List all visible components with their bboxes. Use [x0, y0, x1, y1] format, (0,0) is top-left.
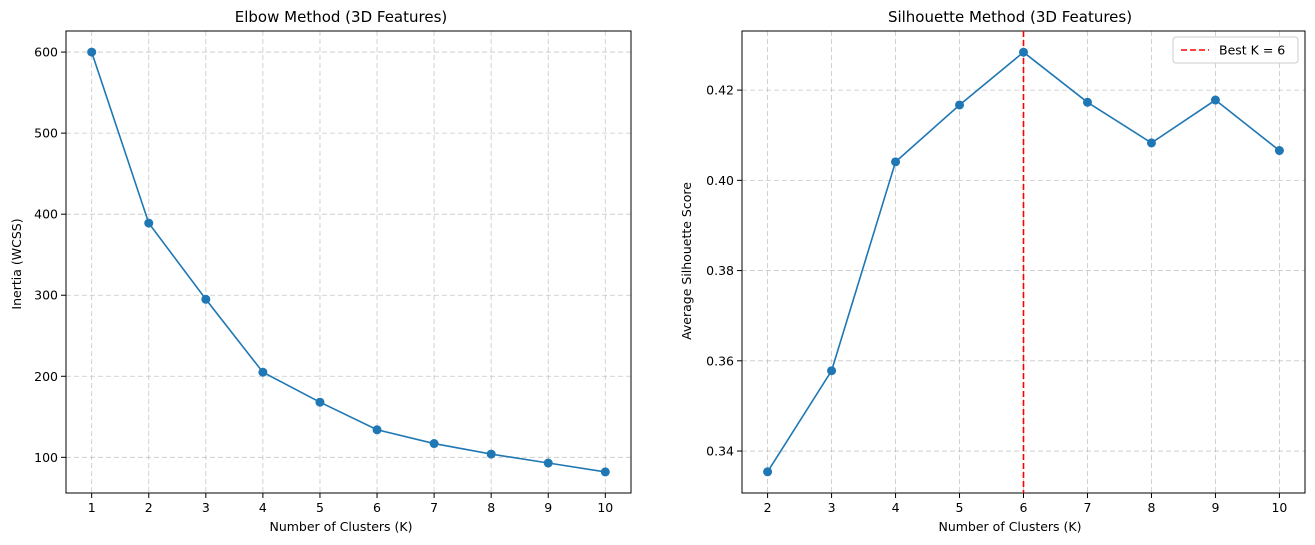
elbow-y-tick-label: 500 — [34, 126, 58, 141]
elbow-series-line — [90, 51, 606, 473]
elbow-data-point — [315, 397, 325, 407]
elbow-data-point — [600, 467, 610, 477]
elbow-y-tick-label: 600 — [34, 45, 58, 60]
elbow-y-tick-label: 100 — [34, 450, 58, 465]
elbow-x-axis-label: Number of Clusters (K) — [269, 519, 412, 534]
silhouette-data-point — [827, 366, 837, 376]
elbow-y-tick-label: 300 — [34, 288, 58, 303]
silhouette-x-tick-label: 6 — [1020, 500, 1028, 515]
silhouette-y-axis-label: Average Silhouette Score — [679, 182, 694, 340]
silhouette-data-point — [955, 100, 965, 110]
elbow-x-tick-label: 4 — [259, 500, 267, 515]
silhouette-y-tick-label: 0.42 — [706, 83, 734, 98]
elbow-data-point — [144, 218, 154, 228]
elbow-data-point — [429, 439, 439, 449]
silhouette-x-tick-label: 3 — [828, 500, 836, 515]
silhouette-data-point — [1274, 146, 1284, 156]
silhouette-x-tick-label: 8 — [1147, 500, 1155, 515]
elbow-x-tick-label: 5 — [316, 500, 324, 515]
silhouette-data-point — [1146, 138, 1156, 148]
silhouette-y-tick-label: 0.36 — [706, 353, 734, 368]
elbow-y-tick-label: 200 — [34, 369, 58, 384]
silhouette-x-tick-label: 2 — [764, 500, 772, 515]
elbow-data-point — [372, 425, 382, 435]
silhouette-y-tick-label: 0.34 — [706, 444, 734, 459]
legend-label: Best K = 6 — [1219, 43, 1285, 58]
elbow-x-tick-label: 6 — [373, 500, 381, 515]
elbow-data-point — [258, 367, 268, 377]
silhouette-y-tick-label: 0.38 — [706, 263, 734, 278]
silhouette-x-tick-label: 10 — [1271, 500, 1287, 515]
silhouette-chart-title: Silhouette Method (3D Features) — [888, 8, 1132, 26]
elbow-x-tick-label: 9 — [544, 500, 552, 515]
silhouette-y-tick-label: 0.40 — [706, 173, 734, 188]
elbow-x-tick-label: 10 — [597, 500, 613, 515]
elbow-x-tick-label: 3 — [202, 500, 210, 515]
silhouette-x-axis-label: Number of Clusters (K) — [938, 519, 1081, 534]
elbow-data-point — [486, 449, 496, 459]
elbow-chart: Elbow Method (3D Features) Number of Clu… — [9, 8, 632, 534]
elbow-y-axis-label: Inertia (WCSS) — [9, 218, 24, 309]
elbow-plot-frame — [65, 30, 632, 494]
silhouette-chart: Silhouette Method (3D Features) Number o… — [679, 8, 1306, 534]
elbow-x-tick-label: 7 — [430, 500, 438, 515]
silhouette-data-point — [1210, 95, 1220, 105]
silhouette-x-tick-label: 9 — [1211, 500, 1219, 515]
silhouette-x-tick-label: 5 — [956, 500, 964, 515]
legend-box — [1172, 36, 1299, 64]
silhouette-data-point — [763, 467, 773, 477]
elbow-x-tick-label: 1 — [88, 500, 96, 515]
elbow-chart-title: Elbow Method (3D Features) — [235, 8, 447, 26]
silhouette-data-point — [1019, 47, 1028, 57]
elbow-data-point — [543, 458, 553, 468]
elbow-data-point — [201, 294, 211, 304]
silhouette-data-point — [1082, 97, 1092, 107]
silhouette-x-tick-label: 7 — [1084, 500, 1092, 515]
elbow-data-point — [87, 47, 97, 57]
silhouette-data-point — [891, 157, 901, 167]
elbow-x-tick-label: 8 — [487, 500, 495, 515]
silhouette-x-tick-label: 4 — [892, 500, 900, 515]
elbow-y-tick-label: 400 — [34, 207, 58, 222]
elbow-x-tick-label: 2 — [145, 500, 153, 515]
